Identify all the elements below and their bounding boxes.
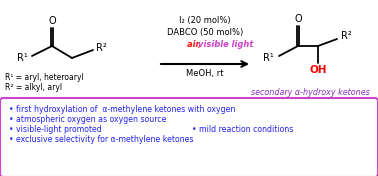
Text: O: O	[48, 16, 56, 26]
Text: air,: air,	[187, 40, 204, 49]
Text: • mild reaction conditions: • mild reaction conditions	[192, 125, 293, 134]
Text: I₂ (20 mol%): I₂ (20 mol%)	[179, 16, 231, 25]
Text: MeOH, rt: MeOH, rt	[186, 69, 224, 78]
Text: O: O	[294, 14, 302, 24]
Text: R² = alkyl, aryl: R² = alkyl, aryl	[5, 83, 62, 92]
Text: secondary α-hydroxy ketones: secondary α-hydroxy ketones	[251, 88, 369, 97]
Text: • atmospheric oxygen as oxygen source: • atmospheric oxygen as oxygen source	[9, 115, 166, 124]
Text: • visible-light promoted: • visible-light promoted	[9, 125, 102, 134]
Text: • first hydroxylation of  α-methylene ketones with oxygen: • first hydroxylation of α-methylene ket…	[9, 105, 235, 114]
Text: R²: R²	[96, 43, 107, 53]
Text: visible light: visible light	[198, 40, 253, 49]
FancyBboxPatch shape	[0, 98, 378, 176]
Text: • exclusive selectivity for α-methylene ketones: • exclusive selectivity for α-methylene …	[9, 135, 194, 144]
Text: R¹: R¹	[17, 53, 28, 63]
Text: OH: OH	[309, 65, 327, 75]
Text: R¹: R¹	[263, 53, 274, 63]
Text: R²: R²	[341, 31, 352, 41]
Text: DABCO (50 mol%): DABCO (50 mol%)	[167, 28, 243, 37]
Text: R¹ = aryl, heteroaryl: R¹ = aryl, heteroaryl	[5, 73, 84, 82]
